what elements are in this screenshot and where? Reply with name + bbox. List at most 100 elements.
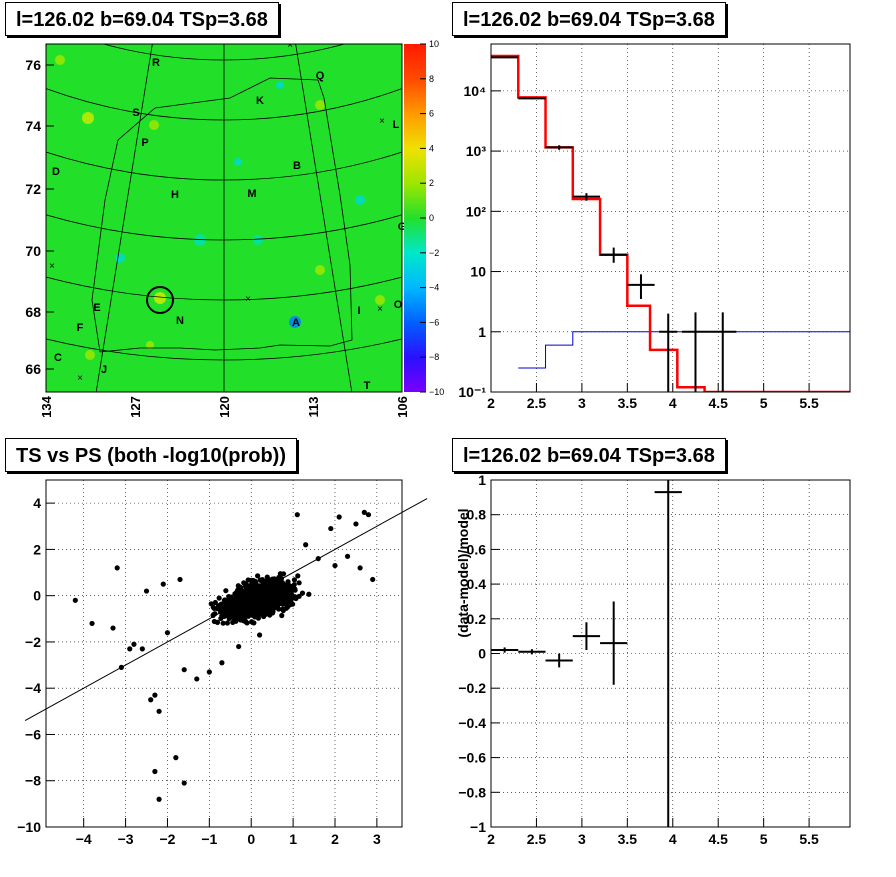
colorbar-tick-label: −6 [429, 317, 439, 327]
map-blob [289, 316, 301, 328]
residual-frame [490, 479, 851, 828]
scatter-point [249, 619, 255, 625]
residual-x-tick-label: 4.5 [708, 831, 728, 847]
map-y-tick-label: 76 [25, 57, 41, 73]
map-blob [85, 350, 95, 360]
map-y-tick-label: 70 [25, 243, 41, 259]
scatter-point [299, 590, 306, 596]
map-region-label: S [132, 107, 139, 119]
model-histogram [491, 54, 850, 392]
map-region-label: C [54, 352, 62, 364]
map-blob [315, 100, 325, 110]
scatter-point [139, 646, 145, 652]
exposure-histogram [518, 331, 850, 369]
scatter-x-tick-label: 1 [289, 831, 297, 847]
scatter-y-tick-label: −2 [25, 634, 41, 650]
map-region-boundary [91, 77, 353, 353]
map-y-tick-label: 72 [25, 181, 41, 197]
map-cross-marker: × [287, 40, 293, 51]
scatter-point [240, 605, 247, 611]
scatter-point [222, 597, 228, 603]
scatter-point [280, 594, 286, 600]
map-region-label: E [93, 302, 100, 314]
map-longitude-line [468, 0, 724, 300]
map-blob [355, 195, 365, 205]
map-frame [45, 43, 403, 393]
scatter-point [285, 589, 291, 595]
scatter-point [219, 660, 225, 666]
map-blob [115, 253, 125, 263]
map-region-label: M [247, 188, 256, 200]
scatter-x-tick-label: 3 [373, 831, 381, 847]
map-blob [55, 55, 65, 65]
map-cross-marker: × [49, 261, 55, 272]
scatter-point [290, 601, 296, 607]
map-blob [375, 295, 385, 305]
scatter-point [72, 597, 78, 603]
scatter-point [235, 616, 241, 622]
spectrum-y-tick-label: 10⁴ [464, 83, 487, 99]
scatter-x-tick-label: −2 [159, 831, 175, 847]
map-region-label: D [52, 166, 60, 178]
residual-y-tick-label: −0.8 [458, 784, 486, 800]
spectrum-title: l=126.02 b=69.04 TSp=3.68 [452, 2, 726, 36]
scatter-point [223, 588, 229, 594]
colorbar-tick-label: 2 [429, 178, 434, 188]
spectrum-x-tick-label: 3.5 [618, 395, 638, 411]
map-coordinate-grid: × × × × × × [46, 0, 724, 392]
scatter-point [249, 582, 256, 588]
scatter-point [156, 708, 162, 714]
scatter-point [265, 590, 271, 596]
scatter-point [194, 676, 200, 682]
scatter-point [306, 591, 312, 597]
colorbar-tick-label: 4 [429, 143, 434, 153]
scatter-point [370, 576, 376, 583]
spectrum-x-tick-label: 5 [760, 395, 768, 411]
colorbar-tick-label: 0 [429, 213, 434, 223]
residual-x-tick-label: 2.5 [527, 831, 547, 847]
scatter-x-tick-label: −4 [76, 831, 92, 847]
spectrum-y-tick-label: 10 [470, 264, 486, 280]
residual-y-tick-label: −0.4 [458, 715, 486, 731]
scatter-point [244, 589, 250, 596]
map-blob [234, 158, 242, 166]
scatter-point [257, 632, 263, 638]
scatter-point [215, 603, 222, 609]
spectrum-y-tick-label: 10⁻¹ [458, 384, 486, 400]
scatter-point [259, 588, 265, 594]
scatter-point [328, 525, 334, 532]
scatter-point [160, 581, 166, 587]
scatter-point [361, 509, 367, 515]
scatter-point [365, 512, 372, 518]
scatter-point [291, 577, 298, 583]
map-blob [82, 112, 94, 124]
map-region-label: B [293, 160, 301, 172]
scatter-point [234, 604, 240, 610]
map-longitude-line [95, 44, 153, 392]
scatter-point [230, 608, 236, 614]
scatter-point [110, 625, 116, 631]
residual-y-tick-label: 0.4 [467, 576, 487, 592]
scatter-point [303, 542, 309, 548]
residual-y-tick-label: 0.8 [467, 507, 487, 523]
scatter-grid [46, 480, 402, 828]
scatter-point [260, 593, 266, 599]
map-y-tick-label: 66 [25, 361, 41, 377]
spectrum-panel: 2 2.5 3 3.5 4 4.5 5 5.5 10⁻¹ 1 10 10² 10³ 10⁴ [458, 43, 851, 411]
scatter-point [173, 755, 179, 761]
scatter-point [208, 601, 214, 607]
scatter-point [206, 669, 212, 675]
scatter-point [332, 562, 338, 569]
residual-title: l=126.02 b=69.04 TSp=3.68 [452, 438, 726, 472]
scatter-point [257, 597, 263, 603]
scatter-point [181, 667, 187, 673]
residual-x-tick-label: 5 [760, 831, 768, 847]
map-longitude-line [295, 44, 353, 392]
spectrum-x-tick-label: 4.5 [708, 395, 728, 411]
map-blob [315, 265, 325, 275]
residual-plot-area [491, 480, 682, 827]
scatter-point [273, 604, 279, 610]
map-x-tick-label: 127 [128, 396, 143, 418]
